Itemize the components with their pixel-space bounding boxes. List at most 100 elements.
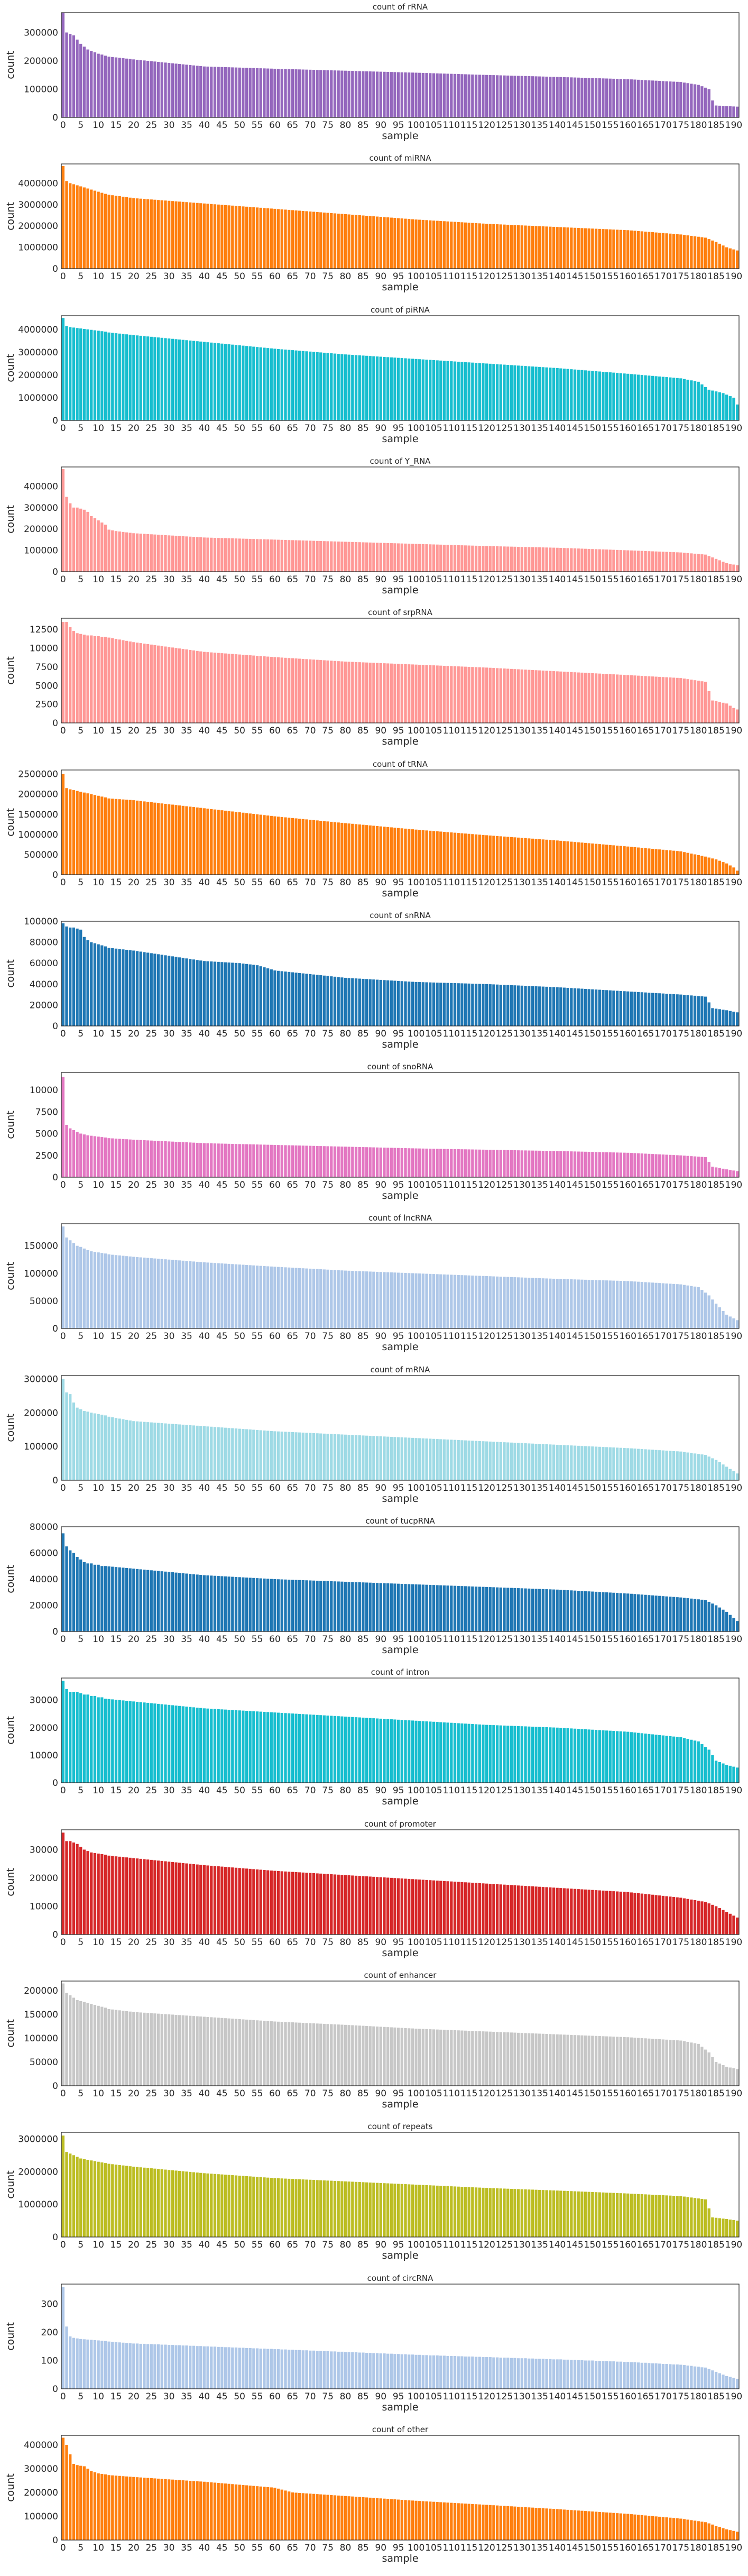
- x-tick-label: 60: [269, 120, 281, 131]
- bar: [178, 1573, 181, 1631]
- bar: [386, 2353, 390, 2389]
- bar: [206, 1262, 209, 1328]
- bar: [284, 2490, 287, 2540]
- x-tick-label: 160: [619, 1785, 636, 1796]
- bar: [224, 2018, 227, 2086]
- bar: [672, 2040, 676, 2086]
- bar: [351, 1435, 354, 1480]
- bar: [291, 540, 294, 572]
- bar: [344, 1716, 347, 1783]
- bar: [528, 1886, 531, 1935]
- bar: [602, 1592, 605, 1631]
- bar: [122, 2165, 125, 2237]
- bar: [626, 2193, 630, 2237]
- bar: [368, 979, 372, 1026]
- bar: [118, 1418, 121, 1480]
- x-tick-label: 125: [496, 574, 513, 585]
- bar: [640, 676, 644, 723]
- bar: [330, 1716, 333, 1783]
- bar: [248, 1429, 252, 1480]
- bar: [330, 2180, 333, 2237]
- bar: [654, 676, 658, 723]
- bar: [552, 1444, 556, 1480]
- bar: [648, 848, 651, 875]
- bar: [132, 533, 135, 572]
- bar: [414, 829, 418, 875]
- bar: [263, 2487, 266, 2540]
- bar: [86, 793, 89, 875]
- bar: [65, 1392, 68, 1480]
- bar: [524, 670, 527, 723]
- x-tick-label: 85: [357, 423, 369, 434]
- bar: [365, 1876, 368, 1935]
- bar: [316, 2494, 319, 2540]
- bar: [167, 1704, 171, 1783]
- bar: [460, 833, 464, 875]
- x-tick-label: 90: [375, 120, 386, 131]
- y-tick-label: 100000: [24, 1269, 58, 1279]
- bar: [665, 81, 668, 117]
- bar: [528, 547, 531, 572]
- bar: [612, 1280, 615, 1328]
- bar: [174, 2345, 178, 2389]
- bar: [150, 1859, 153, 1935]
- bar: [107, 195, 110, 269]
- bar: [316, 1269, 319, 1328]
- bar: [619, 79, 622, 117]
- bar: [735, 1767, 739, 1783]
- x-tick-label: 115: [460, 1029, 477, 1039]
- x-tick-label: 90: [375, 271, 386, 282]
- bar: [679, 2364, 682, 2389]
- bar: [517, 365, 520, 420]
- bar: [648, 1282, 651, 1328]
- bar: [259, 1144, 262, 1177]
- bar-group: [61, 1077, 739, 1178]
- bar: [690, 380, 693, 420]
- bar: [442, 1274, 446, 1328]
- bar: [93, 1413, 97, 1480]
- bar: [488, 546, 492, 572]
- bar: [365, 1435, 368, 1480]
- bar: [210, 1262, 213, 1328]
- bar: [319, 975, 322, 1026]
- bar: [238, 2019, 241, 2086]
- bar: [510, 2506, 513, 2540]
- x-axis-label: sample: [382, 584, 418, 596]
- x-tick-label: 30: [163, 726, 175, 736]
- bar: [513, 1443, 516, 1480]
- bar: [693, 1900, 697, 1935]
- bar: [580, 370, 584, 420]
- x-tick-label: 110: [443, 271, 460, 282]
- bar: [90, 942, 93, 1026]
- bar-group: [61, 13, 739, 118]
- x-tick-label: 50: [234, 1483, 245, 1493]
- bar: [615, 549, 619, 572]
- bar: [344, 662, 347, 723]
- x-tick-label: 50: [234, 877, 245, 888]
- bar: [591, 1591, 594, 1631]
- x-tick-label: 35: [181, 1029, 192, 1039]
- bar: [358, 215, 361, 269]
- bar: [245, 2348, 248, 2389]
- y-axis-label: count: [5, 808, 16, 837]
- bar: [506, 75, 510, 117]
- bar: [156, 1259, 160, 1328]
- bar: [383, 980, 386, 1026]
- bar: [520, 2507, 524, 2540]
- bar: [559, 77, 562, 117]
- x-tick-label: 180: [690, 1331, 707, 1342]
- bar: [570, 77, 573, 117]
- x-tick-label: 65: [287, 1331, 299, 1342]
- bar: [202, 1426, 206, 1480]
- bar: [524, 986, 527, 1026]
- bar: [333, 213, 337, 269]
- bar: [351, 2025, 354, 2086]
- bar: [294, 973, 298, 1026]
- bar: [340, 661, 344, 723]
- bar: [167, 535, 171, 572]
- x-tick-label: 95: [393, 1634, 404, 1645]
- x-tick-label: 185: [707, 1483, 724, 1493]
- bar: [263, 208, 266, 269]
- bar: [65, 1125, 68, 1177]
- bar: [107, 1699, 110, 1783]
